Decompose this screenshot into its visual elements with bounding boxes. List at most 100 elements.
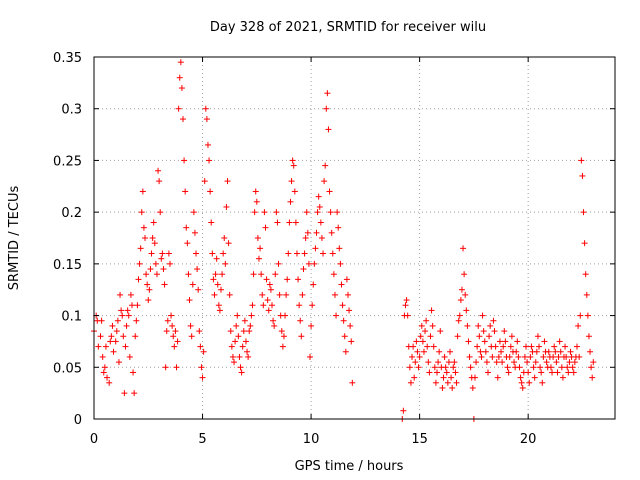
data-point bbox=[566, 359, 573, 366]
data-point bbox=[578, 157, 585, 164]
data-point bbox=[176, 74, 183, 81]
data-point bbox=[449, 384, 456, 391]
data-point bbox=[292, 219, 299, 226]
data-point bbox=[501, 328, 508, 335]
data-point bbox=[117, 291, 124, 298]
y-tick-label: 0.05 bbox=[53, 361, 82, 376]
data-point bbox=[233, 322, 240, 329]
axis-tick-labels: 0 5 10 15 20 0 0.05 0.1 0.15 0.2 0.25 0.3 0.35 bbox=[53, 51, 536, 447]
data-point bbox=[539, 379, 546, 386]
data-point bbox=[424, 343, 431, 350]
data-point bbox=[184, 240, 191, 247]
data-point bbox=[432, 379, 439, 386]
data-point bbox=[137, 245, 144, 252]
data-point bbox=[522, 343, 529, 350]
data-point bbox=[541, 338, 548, 345]
data-point bbox=[326, 188, 333, 195]
data-point bbox=[163, 328, 170, 335]
data-point bbox=[576, 353, 583, 360]
data-point bbox=[465, 338, 472, 345]
data-point bbox=[169, 322, 176, 329]
data-point bbox=[213, 255, 220, 262]
data-point bbox=[161, 281, 168, 288]
data-point bbox=[217, 286, 224, 293]
data-point bbox=[462, 291, 469, 298]
data-point bbox=[585, 333, 592, 340]
data-point bbox=[258, 271, 265, 278]
data-point bbox=[494, 374, 501, 381]
data-point bbox=[335, 224, 342, 231]
data-point bbox=[489, 353, 496, 360]
data-point bbox=[519, 384, 526, 391]
data-point bbox=[444, 379, 451, 386]
data-point bbox=[152, 260, 159, 267]
data-point bbox=[160, 266, 167, 273]
data-point bbox=[324, 90, 331, 97]
data-point bbox=[331, 291, 338, 298]
data-point bbox=[471, 374, 478, 381]
y-tick-label: 0.15 bbox=[53, 258, 82, 273]
data-point bbox=[97, 333, 104, 340]
data-point bbox=[528, 343, 535, 350]
data-point bbox=[95, 343, 102, 350]
data-point bbox=[264, 297, 271, 304]
data-point bbox=[567, 348, 574, 355]
data-point bbox=[181, 157, 188, 164]
data-point bbox=[404, 312, 411, 319]
data-point bbox=[467, 364, 474, 371]
data-point bbox=[113, 328, 120, 335]
data-point bbox=[251, 209, 258, 216]
data-point bbox=[274, 219, 281, 226]
data-point bbox=[563, 353, 570, 360]
data-point bbox=[400, 407, 407, 414]
data-point bbox=[290, 162, 297, 169]
data-point bbox=[513, 348, 520, 355]
data-point bbox=[304, 229, 311, 236]
x-axis-label: GPS time / hours bbox=[295, 459, 404, 474]
data-point bbox=[464, 322, 471, 329]
data-point bbox=[255, 255, 262, 262]
data-point bbox=[531, 374, 538, 381]
data-point bbox=[216, 307, 223, 314]
data-point bbox=[480, 328, 487, 335]
data-point bbox=[525, 369, 532, 376]
data-point bbox=[275, 260, 282, 267]
data-point bbox=[254, 235, 261, 241]
data-point bbox=[125, 312, 132, 319]
data-point bbox=[289, 157, 296, 164]
data-point bbox=[431, 364, 438, 371]
data-point bbox=[437, 328, 444, 335]
data-point bbox=[481, 338, 488, 345]
data-point bbox=[114, 317, 121, 324]
data-point bbox=[229, 353, 236, 360]
data-point bbox=[518, 379, 525, 386]
data-point bbox=[253, 198, 260, 205]
data-point bbox=[485, 369, 492, 376]
data-point bbox=[430, 343, 437, 350]
data-point bbox=[580, 209, 587, 216]
data-point bbox=[537, 364, 544, 371]
data-point bbox=[180, 116, 187, 123]
plot-frame bbox=[93, 56, 616, 420]
data-point bbox=[495, 353, 502, 360]
data-point bbox=[288, 178, 295, 185]
data-point bbox=[407, 379, 414, 386]
y-tick-label: 0.2 bbox=[61, 206, 82, 221]
data-point bbox=[234, 312, 241, 319]
data-point bbox=[491, 328, 498, 335]
data-point bbox=[496, 338, 503, 345]
data-point bbox=[144, 281, 151, 288]
data-point bbox=[235, 333, 242, 340]
data-point bbox=[110, 348, 117, 355]
data-point bbox=[291, 188, 298, 195]
data-point bbox=[134, 302, 141, 309]
data-point bbox=[346, 307, 353, 314]
data-point bbox=[262, 224, 269, 231]
data-point bbox=[265, 307, 272, 314]
data-point bbox=[414, 348, 421, 355]
data-point bbox=[197, 343, 204, 350]
data-point bbox=[293, 250, 300, 257]
data-point bbox=[527, 353, 534, 360]
data-point bbox=[587, 348, 594, 355]
data-point bbox=[280, 333, 287, 340]
